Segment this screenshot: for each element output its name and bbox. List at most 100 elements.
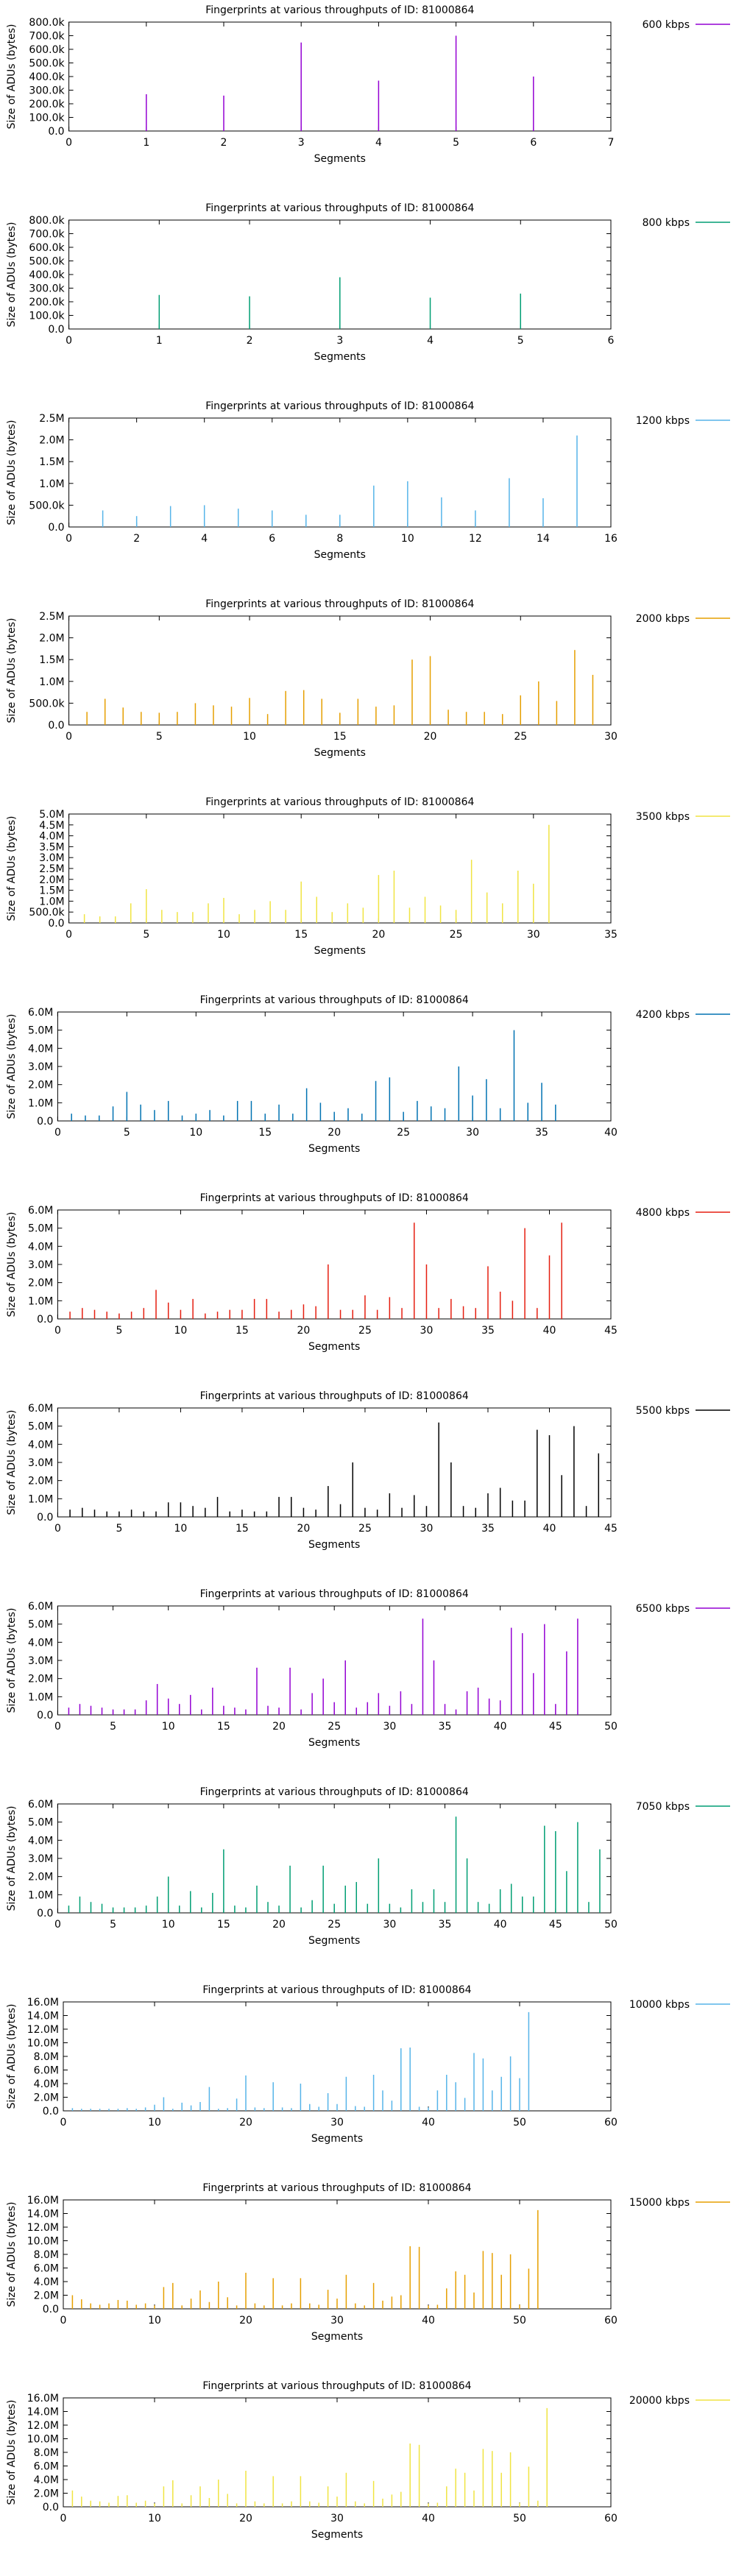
y-tick-label: 2.0M bbox=[39, 874, 64, 886]
y-tick-label: 8.0M bbox=[34, 2249, 59, 2261]
y-tick-label: 0.0 bbox=[37, 1314, 53, 1326]
y-tick-label: 4.0M bbox=[28, 1439, 53, 1451]
x-tick-label: 20 bbox=[272, 1721, 286, 1733]
y-tick-label: 400.0k bbox=[29, 71, 65, 83]
plot-frame bbox=[57, 1209, 612, 1320]
y-tick-label: 400.0k bbox=[29, 269, 65, 281]
y-tick-label: 1.0M bbox=[39, 478, 64, 490]
x-tick-label: 0 bbox=[66, 929, 72, 941]
y-tick-label: 500.0k bbox=[29, 907, 65, 919]
x-tick-label: 40 bbox=[422, 2513, 435, 2524]
y-tick-label: 0.0 bbox=[48, 918, 64, 930]
x-tick-label: 7 bbox=[608, 137, 615, 149]
x-tick-label: 10 bbox=[401, 533, 414, 545]
y-tick-label: 0.0 bbox=[48, 324, 64, 336]
y-tick-label: 0.0 bbox=[37, 1908, 53, 1919]
chart-title: Fingerprints at various throughputs of I… bbox=[202, 2380, 471, 2392]
x-tick-label: 20 bbox=[424, 731, 437, 743]
x-tick-label: 0 bbox=[60, 2315, 67, 2326]
x-tick-label: 0 bbox=[54, 1721, 61, 1733]
y-tick-label: 500.0k bbox=[29, 500, 65, 512]
y-tick-label: 0.0 bbox=[48, 126, 64, 138]
x-tick-label: 60 bbox=[604, 2315, 618, 2326]
y-tick-label: 1.0M bbox=[28, 1889, 53, 1901]
plot-frame bbox=[68, 615, 612, 726]
x-tick-label: 15 bbox=[258, 1127, 272, 1139]
y-tick-label: 0.0 bbox=[43, 2106, 59, 2117]
y-tick-label: 4.0M bbox=[39, 831, 64, 843]
y-tick-label: 12.0M bbox=[27, 2222, 59, 2234]
x-tick-label: 30 bbox=[527, 929, 540, 941]
x-axis-label: Segments bbox=[314, 945, 366, 957]
y-tick-label: 5.0M bbox=[28, 1619, 53, 1631]
chart-panel-7: Fingerprints at various throughputs of I… bbox=[6, 1390, 730, 1551]
x-tick-label: 50 bbox=[604, 1721, 618, 1733]
x-axis-label: Segments bbox=[314, 153, 366, 165]
x-tick-label: 25 bbox=[358, 1325, 372, 1337]
chart-panel-3: Fingerprints at various throughputs of I… bbox=[6, 598, 730, 759]
y-tick-label: 14.0M bbox=[27, 2011, 59, 2023]
x-tick-label: 45 bbox=[604, 1523, 618, 1535]
x-tick-label: 35 bbox=[481, 1325, 495, 1337]
y-tick-label: 6.0M bbox=[28, 1799, 53, 1811]
y-tick-label: 1.0M bbox=[28, 1691, 53, 1703]
x-tick-label: 40 bbox=[422, 2315, 435, 2326]
x-tick-label: 30 bbox=[604, 731, 618, 743]
y-tick-label: 14.0M bbox=[27, 2209, 59, 2221]
y-tick-label: 3.0M bbox=[39, 852, 64, 864]
x-tick-label: 25 bbox=[358, 1523, 372, 1535]
y-tick-label: 700.0k bbox=[29, 31, 65, 43]
x-tick-label: 0 bbox=[54, 1325, 61, 1337]
y-tick-label: 3.0M bbox=[28, 1061, 53, 1073]
x-tick-label: 10 bbox=[148, 2315, 161, 2326]
x-tick-label: 35 bbox=[535, 1127, 548, 1139]
plot-frame bbox=[57, 1605, 612, 1716]
x-tick-label: 35 bbox=[481, 1523, 495, 1535]
y-tick-label: 2.5M bbox=[39, 863, 64, 875]
y-tick-label: 5.0M bbox=[28, 1817, 53, 1829]
y-tick-label: 0.0 bbox=[37, 1512, 53, 1524]
x-tick-label: 6 bbox=[269, 533, 275, 545]
x-tick-label: 10 bbox=[174, 1325, 188, 1337]
chart-title: Fingerprints at various throughputs of I… bbox=[205, 598, 474, 610]
y-axis-label: Size of ADUs (bytes) bbox=[6, 24, 18, 130]
chart-title: Fingerprints at various throughputs of I… bbox=[205, 4, 474, 16]
x-axis-label: Segments bbox=[311, 2133, 363, 2145]
x-tick-label: 60 bbox=[604, 2513, 618, 2524]
y-tick-label: 1.0M bbox=[28, 1493, 53, 1505]
x-tick-label: 50 bbox=[513, 2513, 526, 2524]
chart-title: Fingerprints at various throughputs of I… bbox=[205, 796, 474, 808]
y-tick-label: 500.0k bbox=[29, 698, 65, 710]
x-tick-label: 6 bbox=[608, 335, 615, 347]
x-tick-label: 0 bbox=[66, 137, 72, 149]
legend-label: 1200 kbps bbox=[636, 415, 690, 427]
x-tick-label: 0 bbox=[60, 2513, 67, 2524]
y-tick-label: 1.5M bbox=[39, 654, 64, 666]
x-tick-label: 35 bbox=[439, 1721, 452, 1733]
y-tick-label: 1.0M bbox=[28, 1295, 53, 1307]
x-tick-label: 0 bbox=[66, 731, 72, 743]
y-tick-label: 8.0M bbox=[34, 2051, 59, 2063]
y-tick-label: 200.0k bbox=[29, 297, 65, 308]
y-axis-label: Size of ADUs (bytes) bbox=[6, 420, 18, 526]
y-tick-label: 12.0M bbox=[27, 2024, 59, 2036]
y-tick-label: 6.0M bbox=[28, 1601, 53, 1613]
chart-panel-5: Fingerprints at various throughputs of I… bbox=[6, 994, 730, 1155]
x-tick-label: 30 bbox=[420, 1325, 434, 1337]
x-tick-label: 30 bbox=[330, 2117, 344, 2129]
x-tick-label: 5 bbox=[143, 929, 149, 941]
legend-label: 7050 kbps bbox=[636, 1801, 690, 1813]
x-tick-label: 10 bbox=[162, 1721, 175, 1733]
y-tick-label: 100.0k bbox=[29, 311, 65, 322]
x-axis-label: Segments bbox=[308, 1143, 360, 1155]
x-tick-label: 4 bbox=[427, 335, 434, 347]
y-tick-label: 4.5M bbox=[39, 820, 64, 832]
plot-frame bbox=[68, 417, 612, 528]
x-tick-label: 20 bbox=[239, 2315, 252, 2326]
y-tick-label: 0.0 bbox=[48, 720, 64, 732]
y-tick-label: 0.0 bbox=[48, 522, 64, 534]
y-axis-label: Size of ADUs (bytes) bbox=[6, 1212, 18, 1317]
legend-label: 2000 kbps bbox=[636, 613, 690, 625]
x-tick-label: 45 bbox=[549, 1919, 562, 1931]
chart-title: Fingerprints at various throughputs of I… bbox=[202, 2182, 471, 2194]
